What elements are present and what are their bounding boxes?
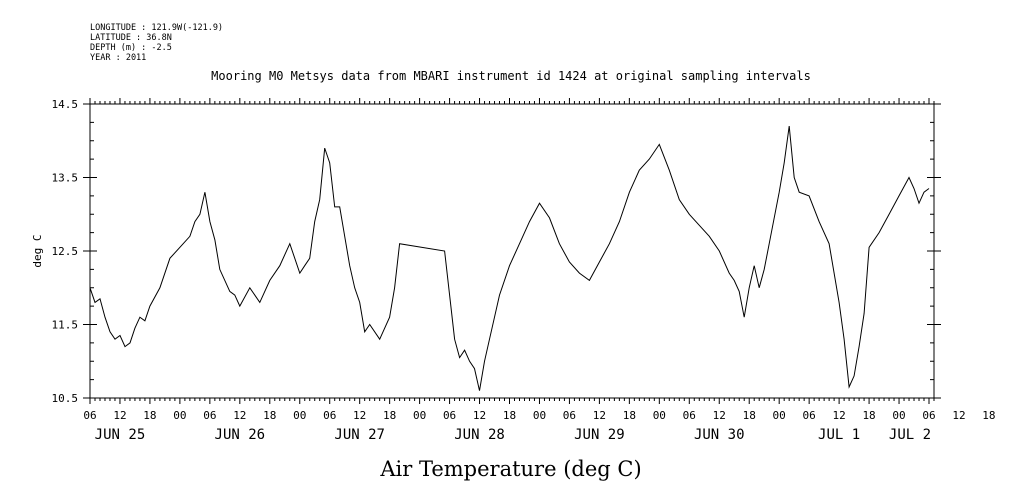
- x-tick-label: 00: [173, 409, 186, 422]
- x-tick-label: 00: [892, 409, 905, 422]
- meta-depth: DEPTH (m) : -2.5: [90, 43, 172, 53]
- x-tick-label: 12: [593, 409, 606, 422]
- y-tick-label: 12.5: [52, 245, 79, 258]
- day-label: JUN 25: [95, 427, 146, 443]
- day-label: JUN 30: [694, 427, 745, 443]
- day-label: JUN 26: [215, 427, 266, 443]
- y-tick-label: 10.5: [52, 392, 79, 405]
- x-tick-label: 00: [413, 409, 426, 422]
- x-tick-label: 18: [143, 409, 156, 422]
- x-tick-label: 00: [533, 409, 546, 422]
- x-tick-label: 18: [862, 409, 875, 422]
- air-temperature-series-line: [89, 126, 930, 391]
- y-tick-labels: 10.5 11.5 12.5 13.5 14.5: [52, 98, 79, 405]
- axis-ticks: [83, 98, 941, 404]
- x-tick-label: 12: [353, 409, 366, 422]
- x-tick-label: 06: [803, 409, 816, 422]
- x-tick-label: 06: [323, 409, 336, 422]
- y-axis-label: deg C: [31, 234, 44, 267]
- x-tick-label: 18: [623, 409, 636, 422]
- y-tick-label: 11.5: [52, 319, 79, 332]
- day-label: JUN 27: [334, 427, 385, 443]
- x-tick-label: 18: [383, 409, 396, 422]
- x-axis-label: Air Temperature (deg C): [379, 457, 641, 481]
- meta-longitude: LONGITUDE : 121.9W(-121.9): [90, 23, 223, 33]
- x-tick-label: 12: [113, 409, 126, 422]
- y-tick-label: 13.5: [52, 172, 79, 185]
- x-tick-label: 18: [743, 409, 756, 422]
- x-tick-label: 00: [653, 409, 666, 422]
- x-tick-label: 06: [922, 409, 935, 422]
- day-label: JUL 2: [889, 427, 931, 443]
- day-labels: JUN 25 JUN 26 JUN 27 JUN 28 JUN 29 JUN 30 JUL …: [95, 427, 931, 443]
- x-tick-label: 00: [293, 409, 306, 422]
- x-tick-label: 12: [233, 409, 246, 422]
- x-tick-label: 00: [773, 409, 786, 422]
- x-tick-label: 12: [952, 409, 965, 422]
- x-tick-label: 06: [563, 409, 576, 422]
- meta-year: YEAR : 2011: [90, 53, 146, 63]
- x-tick-label: 06: [683, 409, 696, 422]
- meta-latitude: LATITUDE : 36.8N: [90, 33, 172, 43]
- x-tick-label: 06: [83, 409, 96, 422]
- x-tick-label: 18: [982, 409, 995, 422]
- x-tick-label: 18: [263, 409, 276, 422]
- x-tick-label: 12: [713, 409, 726, 422]
- day-label: JUN 29: [574, 427, 625, 443]
- day-label: JUL 1: [818, 427, 860, 443]
- x-tick-labels: 06 12 18 00 06 12 18 00 06 12 18 00 06 12 18 00 06 12 18 00…: [83, 409, 995, 422]
- x-tick-label: 06: [443, 409, 456, 422]
- x-tick-label: 12: [473, 409, 486, 422]
- chart-title: Mooring M0 Metsys data from MBARI instru…: [211, 69, 811, 83]
- x-tick-label: 06: [203, 409, 216, 422]
- x-tick-label: 12: [832, 409, 845, 422]
- x-tick-label: 18: [503, 409, 516, 422]
- y-tick-label: 14.5: [52, 98, 79, 111]
- day-label: JUN 28: [454, 427, 505, 443]
